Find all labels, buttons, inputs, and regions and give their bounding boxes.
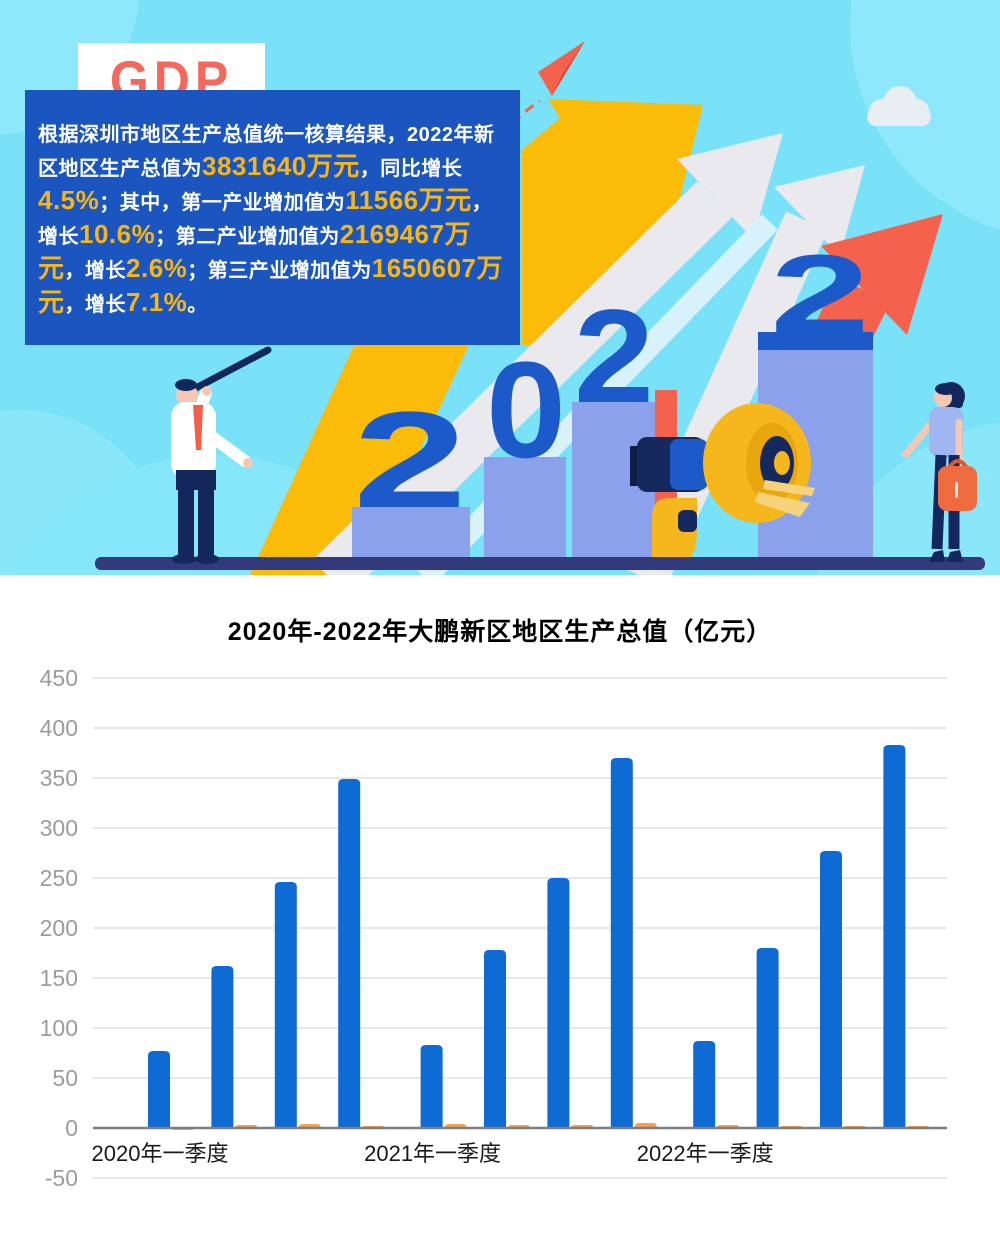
gdp-summary-panel: 根据深圳市地区生产总值统一核算结果，2022年新区地区生产总值为3831640万… bbox=[25, 90, 520, 345]
y-tick-label: 150 bbox=[40, 965, 78, 991]
gdp-summary-text: 根据深圳市地区生产总值统一核算结果，2022年新区地区生产总值为3831640万… bbox=[25, 90, 520, 321]
gdp-text: ，增长 bbox=[38, 192, 493, 248]
gdp-text: 根据深圳市地区生产总值统一核算结果，2022年新区地区生产总值为 bbox=[38, 124, 495, 180]
y-tick-label: 400 bbox=[40, 715, 78, 741]
gdp-bar bbox=[693, 1041, 716, 1128]
gdp-bar bbox=[820, 851, 842, 1128]
gdp-figure: 2.6% bbox=[126, 253, 188, 283]
businesswoman-figure bbox=[902, 382, 977, 562]
gdp-text: ；第三产业增加值为 bbox=[187, 260, 372, 282]
x-tick-label: 2020年一季度 bbox=[92, 1141, 229, 1166]
gdp-text: 。 bbox=[187, 294, 208, 316]
gdp-bar bbox=[211, 966, 234, 1128]
gdp-bar bbox=[148, 1051, 170, 1128]
y-tick-label: 100 bbox=[40, 1015, 78, 1041]
y-tick-label: 300 bbox=[40, 815, 78, 841]
year-digit: 0 bbox=[486, 334, 566, 487]
cloud-icon bbox=[867, 86, 931, 126]
light-stripe bbox=[417, 214, 778, 575]
telescope-icon bbox=[190, 346, 272, 393]
gdp-text: ，增长 bbox=[64, 260, 127, 282]
year-digit: 2 bbox=[574, 283, 654, 431]
y-tick-label: 250 bbox=[40, 865, 78, 891]
hero-section: 2 0 2 2 bbox=[0, 0, 1000, 575]
gdp-bar bbox=[484, 950, 506, 1128]
businessman-figure bbox=[171, 346, 272, 564]
gdp-bar bbox=[274, 882, 297, 1128]
gdp-figure: 1650607万元 bbox=[38, 253, 504, 317]
year-digit: 2 bbox=[770, 232, 870, 356]
gdp-bar bbox=[420, 1045, 443, 1128]
gdp-text: ，增长 bbox=[64, 294, 127, 316]
gdp-bar bbox=[547, 878, 570, 1128]
gdp-bar-chart: 450 400 350 300 250 200 150 100 50 0 -50 2020年一季度 20… bbox=[40, 665, 947, 1191]
gdp-figure: 2169467万元 bbox=[38, 219, 471, 283]
y-tick-label: 50 bbox=[52, 1065, 78, 1091]
gdp-bar bbox=[883, 745, 906, 1128]
gdp-text: ；其中，第一产业增加值为 bbox=[99, 192, 346, 214]
gdp-figure: 11566万元 bbox=[345, 185, 472, 215]
gdp-figure: 3831640万元 bbox=[202, 151, 360, 181]
yellow-arrow bbox=[250, 99, 703, 575]
gdp-text: ；第二产业增加值为 bbox=[155, 226, 340, 248]
gdp-figure: 4.5% bbox=[38, 185, 100, 215]
gdp-figure: 7.1% bbox=[126, 287, 188, 317]
gdp-text: ，同比增长 bbox=[359, 158, 463, 180]
y-tick-label: 450 bbox=[40, 665, 78, 691]
year-2022-text: 2 0 2 2 bbox=[353, 232, 870, 537]
gdp-bar bbox=[756, 948, 779, 1128]
tie bbox=[193, 405, 203, 450]
gdp-bar bbox=[338, 779, 361, 1128]
chart-title: 2020年-2022年大鹏新区地区生产总值（亿元） bbox=[227, 618, 773, 646]
gdp-bar bbox=[610, 758, 633, 1128]
x-tick-label: 2022年一季度 bbox=[637, 1141, 774, 1166]
y-tick-label: 0 bbox=[65, 1115, 78, 1141]
y-tick-label: -50 bbox=[45, 1165, 78, 1191]
ground-line bbox=[95, 557, 985, 570]
chart-section: 2020年-2022年大鹏新区地区生产总值（亿元） 450 400 350 300 25… bbox=[0, 575, 1000, 1250]
gdp-figure: 10.6% bbox=[79, 219, 156, 249]
y-tick-label: 200 bbox=[40, 915, 78, 941]
y-tick-label: 350 bbox=[40, 765, 78, 791]
megaphone-icon bbox=[630, 403, 815, 563]
x-tick-label: 2021年一季度 bbox=[364, 1141, 501, 1166]
year-digit: 2 bbox=[353, 384, 467, 537]
